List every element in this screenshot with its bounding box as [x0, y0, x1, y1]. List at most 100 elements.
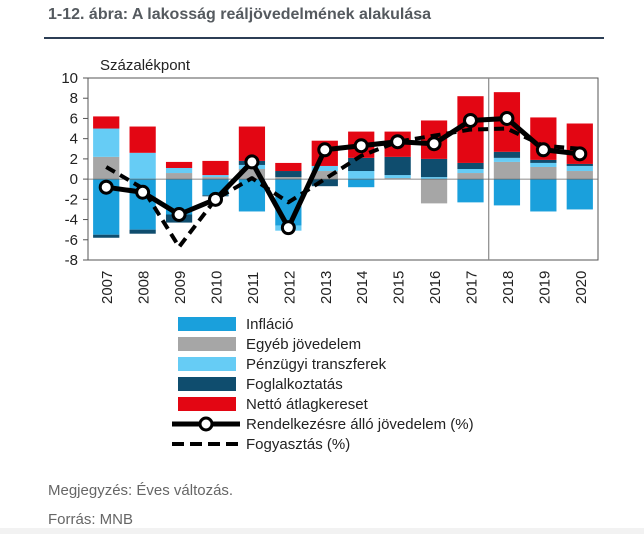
- bar-segment: [129, 229, 156, 234]
- bar-segment: [238, 169, 266, 180]
- bar-segment: [93, 116, 120, 129]
- chart-title: 1-12. ábra: A lakosság reáljövedelmének …: [48, 6, 432, 23]
- footnote: Megjegyzés: Éves változás.: [48, 482, 234, 499]
- x-tick-label: 2018: [500, 271, 517, 304]
- disposable-income-marker: [244, 154, 260, 170]
- bar-segment: [530, 162, 557, 167]
- x-tick-label: 2019: [536, 271, 553, 304]
- source-note: Forrás: MNB: [48, 511, 134, 528]
- bar-segment: [275, 171, 302, 178]
- y-tick-label: -8: [65, 252, 78, 269]
- disposable-income-marker: [535, 142, 551, 158]
- x-tick-label: 2017: [464, 271, 481, 304]
- bar-segment: [566, 163, 593, 166]
- plot-frame: [87, 77, 599, 261]
- bar-segment: [566, 179, 593, 210]
- x-tick-label: 2008: [136, 271, 153, 304]
- bar-segment: [165, 167, 193, 174]
- bar-segment: [530, 159, 557, 163]
- bar-segment: [165, 173, 193, 180]
- bar-segment: [93, 234, 120, 238]
- legend-swatch: [178, 337, 236, 351]
- bar-segment: [384, 178, 411, 180]
- bar-segment: [275, 162, 302, 172]
- bar-segment: [457, 173, 484, 180]
- bar-segment: [493, 179, 521, 206]
- y-axis-title: Százalékpont: [100, 57, 191, 74]
- bar-segment: [530, 179, 557, 212]
- legend-label: Rendelkezésre álló jövedelem (%): [246, 416, 474, 433]
- y-tick-label: 10: [61, 70, 78, 87]
- bar-segment: [348, 179, 375, 188]
- legend-label: Infláció: [246, 316, 294, 333]
- y-tick-label: 2: [70, 151, 78, 168]
- bar-segment: [566, 171, 593, 180]
- legend-swatch: [178, 317, 236, 331]
- disposable-income-marker: [572, 146, 588, 162]
- x-tick-label: 2014: [354, 271, 371, 304]
- bar-segment: [384, 175, 411, 179]
- disposable-income-marker: [98, 179, 114, 195]
- disposable-income-marker: [208, 191, 223, 207]
- legend-label: Nettó átlagkereset: [246, 396, 369, 413]
- bar-segment: [202, 175, 229, 178]
- disposable-income-marker: [499, 110, 515, 126]
- bottom-band: [0, 528, 644, 534]
- legend-label: Pénzügyi transzferek: [246, 356, 387, 373]
- x-tick-label: 2010: [209, 271, 226, 304]
- bar-segment: [420, 158, 448, 178]
- bar-segment: [457, 179, 484, 203]
- bar-segment: [311, 179, 338, 187]
- bar-segment: [530, 166, 557, 180]
- bar-segment: [129, 126, 156, 153]
- bar-segment: [311, 171, 338, 180]
- chart: Százalékpont 10 8 6 4 2 0 -2 -4 -6 -8 2007 2008 2009 2…: [61, 57, 599, 453]
- x-tick-label: 2011: [245, 272, 262, 304]
- disposable-income-marker: [135, 184, 151, 200]
- y-tick-label: 6: [70, 110, 78, 127]
- x-tick-label: 2020: [573, 271, 590, 304]
- x-tick-label: 2015: [391, 271, 408, 304]
- disposable-income-marker: [280, 220, 296, 236]
- y-tick-label: 8: [70, 90, 78, 107]
- disposable-income-marker: [390, 134, 406, 150]
- bar-segment: [566, 165, 593, 172]
- x-tick-label: 2009: [172, 271, 189, 304]
- legend-swatch: [178, 397, 236, 411]
- disposable-income-marker: [353, 138, 369, 154]
- bar-segment: [420, 179, 448, 204]
- x-tick-label: 2013: [318, 271, 335, 304]
- disposable-income-marker: [317, 142, 333, 158]
- bar-segment: [93, 128, 120, 157]
- bar-segment: [384, 156, 411, 176]
- legend-swatch: [178, 357, 236, 371]
- bar-segment: [493, 157, 521, 162]
- bar-segment: [493, 151, 521, 158]
- bar-segment: [493, 161, 521, 180]
- bar-segment: [165, 161, 193, 168]
- y-tick-label: -4: [65, 212, 78, 229]
- legend-swatch: [178, 377, 236, 391]
- disposable-income-marker: [463, 112, 478, 128]
- bar-segment: [420, 177, 448, 180]
- legend-label: Fogyasztás (%): [246, 436, 350, 453]
- bar-segment: [202, 160, 229, 176]
- y-tick-label: -2: [65, 191, 78, 208]
- disposable-income-marker: [171, 207, 187, 222]
- bar-segment: [348, 171, 375, 180]
- bar-segment: [311, 165, 338, 172]
- bar-segment: [457, 162, 484, 169]
- bar-segment: [129, 152, 156, 180]
- legend-label: Egyéb jövedelem: [246, 336, 361, 353]
- bar-segment: [457, 169, 484, 174]
- disposable-income-marker: [426, 136, 442, 152]
- x-tick-label: 2007: [99, 271, 116, 304]
- bar-segment: [348, 157, 375, 172]
- y-tick-label: -6: [65, 232, 78, 249]
- bar-segment: [275, 177, 302, 180]
- y-tick-label: 4: [70, 131, 78, 148]
- title-divider: [44, 37, 604, 39]
- x-tick-label: 2016: [427, 271, 444, 304]
- x-tick-label: 2012: [281, 271, 298, 304]
- legend-marker-swatch: [198, 416, 214, 432]
